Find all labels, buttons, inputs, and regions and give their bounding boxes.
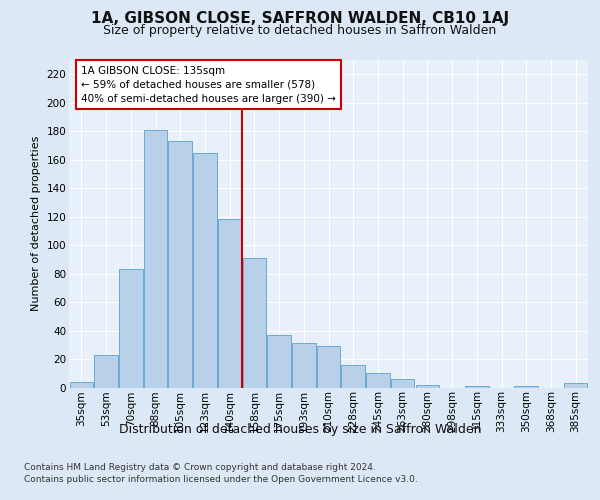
Bar — [391, 379, 415, 388]
Bar — [292, 344, 316, 388]
Bar — [514, 386, 538, 388]
Bar — [94, 355, 118, 388]
Bar — [218, 220, 241, 388]
Y-axis label: Number of detached properties: Number of detached properties — [31, 136, 41, 312]
Text: 1A GIBSON CLOSE: 135sqm
← 59% of detached houses are smaller (578)
40% of semi-d: 1A GIBSON CLOSE: 135sqm ← 59% of detache… — [82, 66, 336, 104]
Bar — [144, 130, 167, 388]
Text: Size of property relative to detached houses in Saffron Walden: Size of property relative to detached ho… — [103, 24, 497, 37]
Bar — [564, 383, 587, 388]
Text: Distribution of detached houses by size in Saffron Walden: Distribution of detached houses by size … — [119, 422, 481, 436]
Bar — [193, 152, 217, 388]
Bar — [169, 141, 192, 388]
Bar — [416, 384, 439, 388]
Bar — [341, 364, 365, 388]
Bar — [465, 386, 488, 388]
Bar — [317, 346, 340, 388]
Bar — [70, 382, 93, 388]
Bar — [366, 374, 389, 388]
Text: Contains HM Land Registry data © Crown copyright and database right 2024.
Contai: Contains HM Land Registry data © Crown c… — [24, 462, 418, 484]
Text: 1A, GIBSON CLOSE, SAFFRON WALDEN, CB10 1AJ: 1A, GIBSON CLOSE, SAFFRON WALDEN, CB10 1… — [91, 11, 509, 26]
Bar — [242, 258, 266, 388]
Bar — [119, 270, 143, 388]
Bar — [268, 335, 291, 388]
